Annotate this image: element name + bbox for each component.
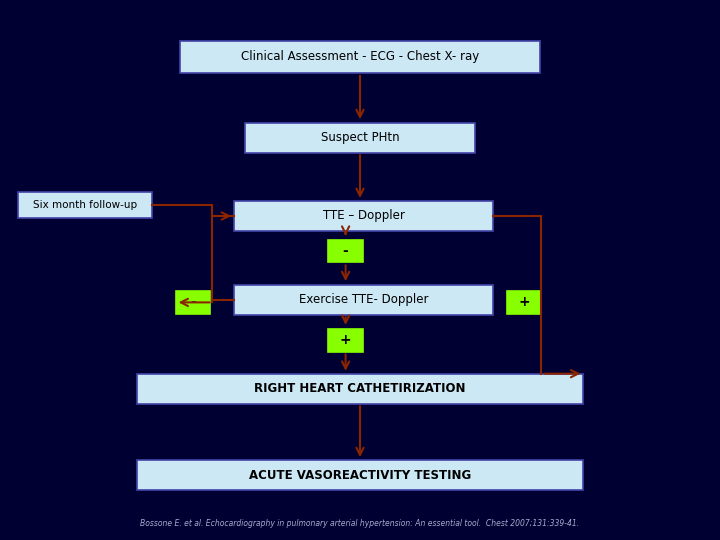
- FancyBboxPatch shape: [234, 201, 493, 231]
- Text: Suspect PHtn: Suspect PHtn: [320, 131, 400, 144]
- FancyBboxPatch shape: [176, 291, 210, 314]
- FancyBboxPatch shape: [137, 374, 583, 404]
- Text: Clinical Assessment - ECG - Chest X- ray: Clinical Assessment - ECG - Chest X- ray: [241, 50, 479, 63]
- FancyBboxPatch shape: [245, 123, 475, 152]
- FancyBboxPatch shape: [180, 40, 540, 73]
- Text: ACUTE VASOREACTIVITY TESTING: ACUTE VASOREACTIVITY TESTING: [249, 469, 471, 482]
- Text: Exercise TTE- Doppler: Exercise TTE- Doppler: [299, 293, 428, 306]
- Text: +: +: [518, 295, 530, 309]
- Text: +: +: [340, 333, 351, 347]
- Text: TTE – Doppler: TTE – Doppler: [323, 210, 405, 222]
- Text: Six month follow-up: Six month follow-up: [33, 200, 137, 210]
- FancyBboxPatch shape: [328, 240, 363, 262]
- FancyBboxPatch shape: [328, 329, 363, 352]
- Text: -: -: [343, 244, 348, 258]
- FancyBboxPatch shape: [507, 291, 541, 314]
- FancyBboxPatch shape: [137, 460, 583, 490]
- Text: Bossone E. et al. Echocardiography in pulmonary arterial hypertension: An essent: Bossone E. et al. Echocardiography in pu…: [140, 519, 580, 528]
- Text: RIGHT HEART CATHETIRIZATION: RIGHT HEART CATHETIRIZATION: [254, 382, 466, 395]
- Text: -: -: [190, 295, 196, 309]
- FancyBboxPatch shape: [234, 285, 493, 314]
- FancyBboxPatch shape: [18, 192, 152, 218]
